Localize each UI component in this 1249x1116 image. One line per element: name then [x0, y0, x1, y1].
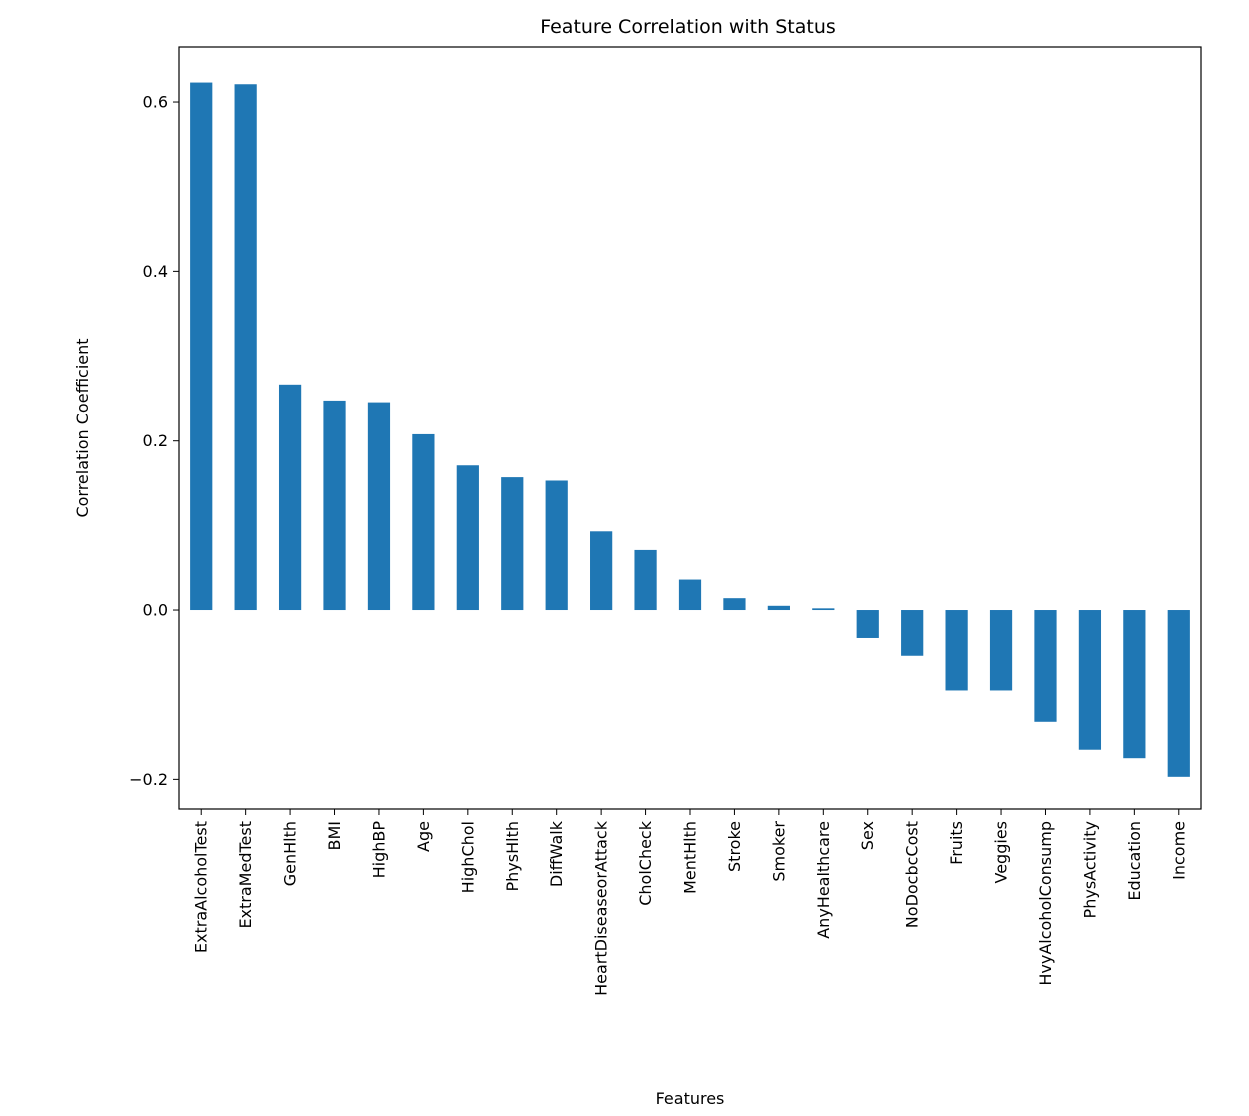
x-tick-label: PhysHlth: [503, 821, 522, 891]
bar: [190, 82, 213, 611]
x-tick-label: MentHlth: [681, 821, 700, 894]
x-tick-label: Income: [1169, 821, 1188, 880]
x-tick-label: Education: [1125, 821, 1144, 901]
x-tick-label: Sex: [858, 821, 877, 850]
bar: [1078, 610, 1102, 750]
y-tick-label: 0.2: [143, 431, 168, 450]
bar: [723, 598, 746, 611]
y-tick-label: 0.4: [143, 262, 168, 281]
x-tick-label: HvyAlcoholConsump: [1036, 821, 1055, 986]
bar: [767, 605, 790, 611]
y-tick-label: −0.2: [129, 770, 168, 789]
x-tick-label: DiffWalk: [547, 820, 566, 887]
bar: [412, 433, 435, 611]
x-tick-label: GenHlth: [281, 821, 300, 886]
x-tick-label: Stroke: [725, 821, 744, 872]
bar: [812, 608, 835, 611]
x-tick-label: NoDocbcCost: [903, 821, 922, 928]
x-tick-label: Age: [414, 821, 433, 852]
x-tick-label: Veggies: [992, 821, 1011, 883]
bar: [1123, 610, 1146, 759]
x-tick-label: Fruits: [947, 821, 966, 865]
bar: [367, 402, 391, 611]
x-tick-label: HeartDiseaseorAttack: [592, 820, 611, 996]
x-axis-label: Features: [656, 1089, 725, 1108]
x-tick-label: HighChol: [458, 821, 477, 893]
x-tick-label: BMI: [325, 821, 344, 851]
bar: [1167, 610, 1190, 777]
x-tick-label: PhysActivity: [1080, 821, 1099, 918]
y-tick-label: 0.0: [143, 601, 168, 620]
bar: [278, 384, 302, 611]
bars-group: [190, 82, 1190, 777]
x-tick-label: ExtraMedTest: [236, 821, 255, 929]
bar: [590, 531, 613, 611]
bar: [1034, 610, 1057, 722]
chart-title: Feature Correlation with Status: [540, 16, 836, 38]
x-tick-label: AnyHealthcare: [814, 821, 833, 939]
bar: [901, 610, 924, 656]
bar: [634, 549, 657, 611]
bar: [989, 610, 1013, 691]
y-tick-label: 0.6: [143, 93, 168, 112]
bar: [678, 579, 702, 611]
bar: [856, 610, 879, 638]
x-tick-label: ExtraAlcoholTest: [192, 821, 211, 953]
bar: [945, 610, 968, 691]
x-tick-label: HighBP: [369, 821, 388, 879]
bar: [234, 84, 257, 611]
bar: [545, 480, 568, 611]
x-tick-label: Smoker: [769, 821, 788, 882]
bar: [456, 465, 479, 611]
y-axis: −0.2 0.0 0.2 0.4 0.6: [129, 93, 179, 789]
x-axis: ExtraAlcoholTest ExtraMedTest GenHlth BMI Hi…: [192, 809, 1188, 996]
bar: [323, 400, 346, 611]
bar: [501, 477, 524, 611]
y-axis-label: Correlation Coefficient: [73, 338, 92, 517]
x-tick-label: CholCheck: [636, 820, 655, 906]
